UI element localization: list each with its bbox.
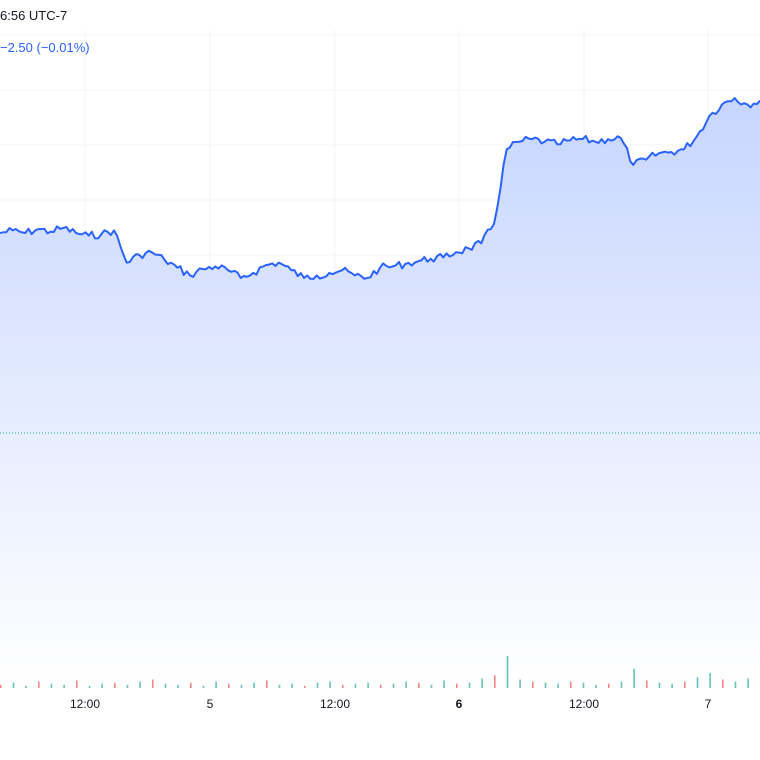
volume-bar <box>671 683 673 688</box>
volume-bar <box>519 679 521 688</box>
volume-bar <box>342 684 344 688</box>
x-axis-tick-label: 7 <box>705 697 712 711</box>
volume-bar <box>608 683 610 688</box>
volume-bar <box>481 678 483 688</box>
volume-bar <box>494 675 496 688</box>
x-axis-tick-label: 5 <box>207 697 214 711</box>
volume-bar <box>354 683 357 688</box>
price-line <box>0 97 760 280</box>
volume-bar <box>722 679 724 688</box>
header-time: 6:56 UTC-7 <box>0 8 68 23</box>
volume-bar <box>747 678 749 688</box>
volume-bar <box>570 681 572 688</box>
volume-bar <box>367 682 369 688</box>
volume-bar <box>215 681 217 688</box>
volume-bar <box>25 685 27 688</box>
volume-bar <box>380 684 382 688</box>
volume-bar <box>595 684 597 688</box>
volume-bar <box>266 680 268 688</box>
volume-bar <box>202 685 205 688</box>
volume-bar <box>0 684 2 688</box>
x-axis-tick-label: 6 <box>456 697 463 711</box>
volume-bar <box>152 679 154 688</box>
volume-bar <box>12 682 15 688</box>
volume-bar <box>430 684 433 688</box>
volume-bar <box>684 681 686 688</box>
volume-bar <box>456 683 458 688</box>
volume-bar <box>658 682 661 688</box>
volume-bar <box>557 683 559 688</box>
volume-bar <box>240 684 243 688</box>
volume-bar <box>38 681 40 688</box>
volume-bar <box>329 681 331 688</box>
volume-bar <box>620 681 623 688</box>
x-axis-tick-label: 12:00 <box>70 697 100 711</box>
volume-bar <box>544 682 547 688</box>
volume-bar <box>633 668 635 688</box>
volume-bar <box>50 683 53 688</box>
x-axis-tick-label: 12:00 <box>569 697 599 711</box>
volume-bar <box>696 677 699 688</box>
volume-bar <box>63 684 65 688</box>
volume-bar <box>316 682 319 688</box>
volume-bar <box>304 685 306 688</box>
volume-bar <box>228 683 230 688</box>
volume-bar <box>734 681 737 688</box>
volume-bar <box>190 682 192 688</box>
price-area-fill <box>0 98 760 688</box>
volume-bar <box>392 683 395 688</box>
volume-bar <box>139 681 141 688</box>
volume-bar <box>177 684 179 688</box>
volume-bar <box>126 684 129 688</box>
volume-bar <box>291 683 293 688</box>
header-change: −2.50 (−0.01%) <box>0 40 90 55</box>
volume-bar <box>278 684 281 688</box>
volume-bar <box>418 682 420 688</box>
volume-bar <box>76 680 78 688</box>
volume-bar <box>101 683 103 688</box>
volume-bar <box>405 681 407 688</box>
volume-bar <box>114 682 116 688</box>
volume-bar <box>506 656 509 688</box>
volume-bar <box>164 683 167 688</box>
volume-bar <box>443 680 445 688</box>
volume-bar <box>582 682 585 688</box>
volume-bar <box>468 682 471 688</box>
volume-bar <box>88 685 91 688</box>
volume-bar <box>709 673 711 688</box>
x-axis-tick-label: 12:00 <box>320 697 350 711</box>
volume-bar <box>646 680 648 688</box>
volume-bar <box>532 681 534 688</box>
volume-bar <box>253 682 255 688</box>
